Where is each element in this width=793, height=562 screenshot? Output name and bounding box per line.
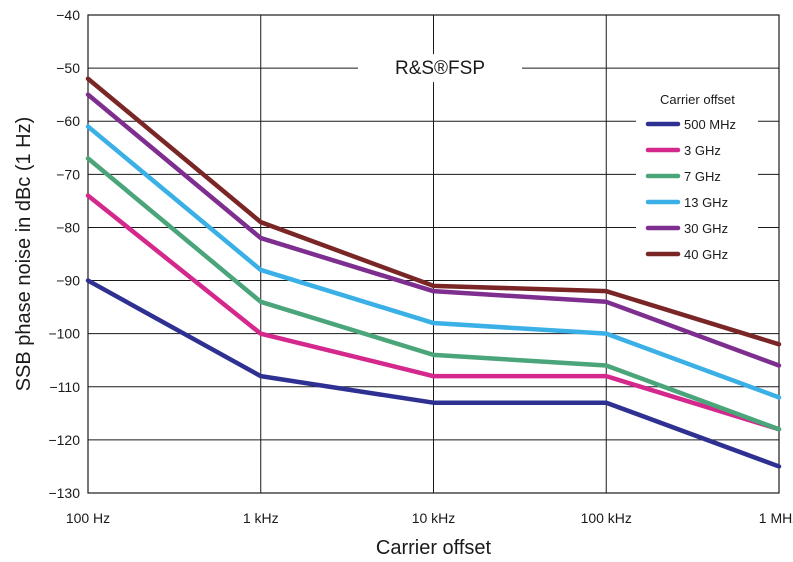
y-tick-label: −130 <box>48 485 80 501</box>
series-line <box>85 278 782 469</box>
x-axis-title: Carrier offset <box>376 537 492 559</box>
y-tick-label: −70 <box>56 166 80 182</box>
y-tick-label: −100 <box>48 326 80 342</box>
x-tick-label: 1 kHz <box>243 510 279 526</box>
legend-entry: 3 GHz <box>684 143 721 158</box>
legend-entry: 7 GHz <box>684 169 721 184</box>
y-tick-label: −80 <box>56 219 80 235</box>
y-axis-title: SSB phase noise in dBc (1 Hz) <box>13 117 35 392</box>
series-line <box>85 76 782 347</box>
x-tick-label: 100 kHz <box>581 510 632 526</box>
legend: Carrier offset 500 MHz 3 GHz 7 GHz 13 GHz 30… <box>636 86 758 272</box>
x-tick-label: 100 Hz <box>66 510 110 526</box>
y-tick-label: −120 <box>48 432 80 448</box>
plot-frame <box>87 14 780 494</box>
tick-labels: −40 −50 −60 −70 −80 −90 −100 −110 −120 −130 100 Hz… <box>48 7 793 526</box>
legend-entry: 30 GHz <box>684 221 728 236</box>
chart-title: R&S®FSP <box>395 58 485 79</box>
legend-entry: 500 MHz <box>684 117 736 132</box>
series-line <box>85 124 782 400</box>
y-tick-label: −110 <box>50 379 81 395</box>
legend-title: Carrier offset <box>660 92 735 107</box>
chart-title-group: R&S®FSP <box>358 54 522 83</box>
chart-title-background <box>358 54 522 83</box>
y-tick-label: −40 <box>56 7 80 23</box>
x-tick-label: 1 MHz <box>759 510 793 526</box>
y-tick-label: −50 <box>56 60 80 76</box>
series-line <box>85 156 782 432</box>
series-lines <box>85 76 782 469</box>
series-line <box>85 193 782 432</box>
y-tick-label: −90 <box>56 273 80 289</box>
y-tick-label: −60 <box>56 113 80 129</box>
legend-entry: 13 GHz <box>684 195 728 210</box>
legend-entry: 40 GHz <box>684 247 728 262</box>
legend-background <box>636 86 758 272</box>
x-tick-label: 10 kHz <box>412 510 456 526</box>
series-line <box>85 92 782 368</box>
